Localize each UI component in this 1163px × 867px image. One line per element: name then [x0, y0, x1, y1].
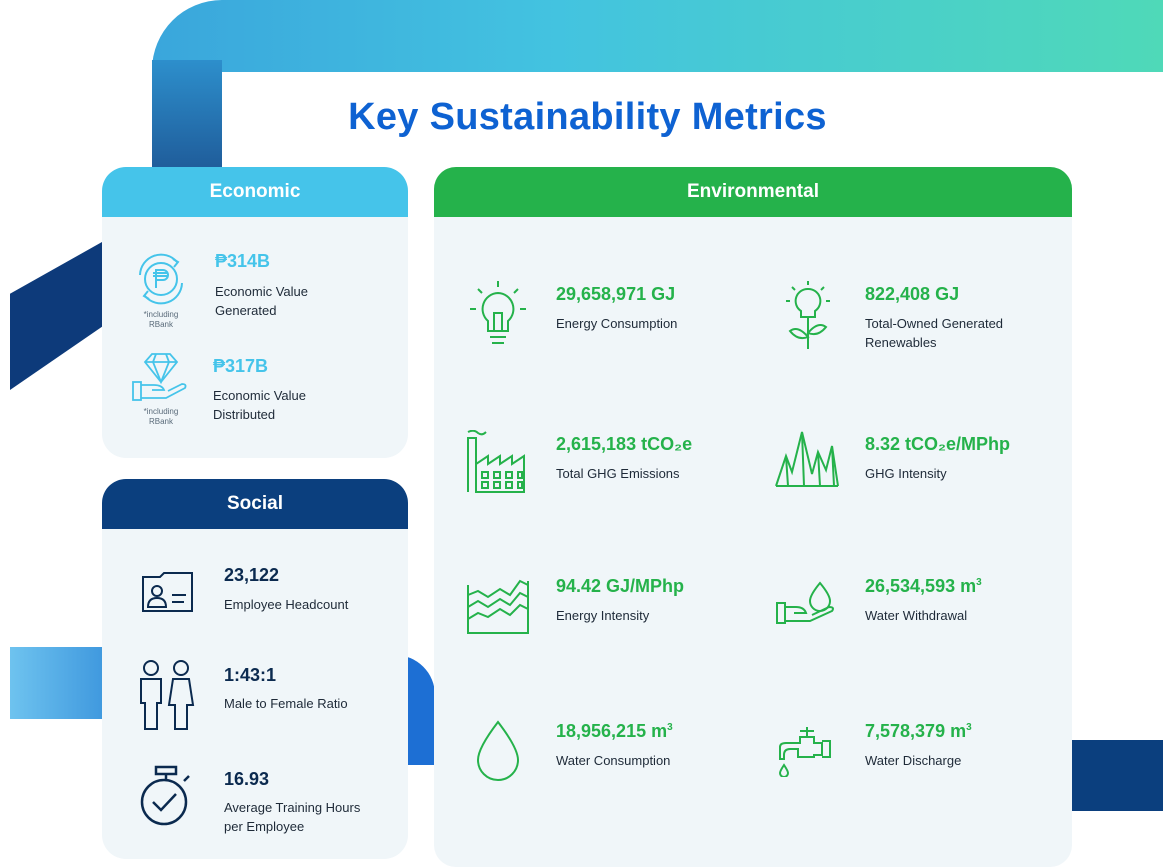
- social-label-ratio: Male to Female Ratio: [224, 696, 348, 711]
- economic-header: Economic: [102, 167, 408, 217]
- decorative-left-block: [10, 647, 105, 719]
- env-label-water-consumption: Water Consumption: [556, 753, 671, 768]
- male-female-icon: [136, 659, 196, 738]
- bulb-plant-icon: [784, 279, 832, 356]
- lightbulb-icon: [468, 279, 528, 356]
- economic-note-2: *including RBank: [143, 407, 179, 426]
- page-title: Key Sustainability Metrics: [348, 96, 827, 138]
- social-value-headcount: 23,122: [224, 565, 280, 585]
- social-card: Social 23,122 Employee Headcount 1:43:1 …: [102, 479, 408, 859]
- faucet-icon: [778, 725, 834, 782]
- economic-value-generated: ₱314B: [215, 251, 271, 271]
- peso-cycle-icon: [132, 250, 190, 313]
- environmental-card: Environmental 29,658,971 GJ Energy Consu…: [434, 167, 1072, 867]
- decorative-right-block: [1072, 740, 1163, 811]
- env-value-water-discharge: 7,578,379 m3: [865, 721, 972, 741]
- env-value-ghg-emissions: 2,615,183 tCO₂e: [556, 434, 693, 454]
- economic-value-distributed: ₱317B: [213, 356, 269, 376]
- stopwatch-check-icon: [138, 765, 194, 832]
- water-drop-icon: [474, 720, 522, 787]
- env-value-energy-intensity: 94.42 GJ/MPhp: [556, 576, 685, 596]
- social-value-ratio: 1:43:1: [224, 665, 277, 685]
- env-label-water-discharge: Water Discharge: [865, 753, 962, 768]
- economic-note-1: *including RBank: [143, 310, 179, 329]
- social-value-training: 16.93: [224, 769, 270, 789]
- diamond-hand-icon: [130, 352, 190, 409]
- env-value-ghg-intensity: 8.32 tCO₂e/MPhp: [865, 434, 1011, 454]
- env-label-energy-consumption: Energy Consumption: [556, 316, 678, 331]
- social-label-training: Average Training Hours per Employee: [224, 800, 361, 834]
- area-lines-icon: [466, 577, 530, 640]
- factory-icon: [464, 429, 530, 499]
- social-header: Social: [102, 479, 408, 529]
- env-label-water-withdrawal: Water Withdrawal: [865, 608, 968, 623]
- env-value-water-consumption: 18,956,215 m3: [556, 721, 673, 741]
- env-label-energy-intensity: Energy Intensity: [556, 608, 650, 623]
- env-value-energy-consumption: 29,658,971 GJ: [556, 284, 676, 304]
- environmental-header: Environmental: [434, 167, 1072, 217]
- env-value-water-withdrawal: 26,534,593 m3: [865, 576, 982, 596]
- env-label-ghg-intensity: GHG Intensity: [865, 466, 947, 481]
- decorative-arc-stem: [152, 60, 222, 170]
- env-label-renewables: Total-Owned Generated Renewables: [865, 316, 1004, 350]
- social-label-headcount: Employee Headcount: [224, 597, 349, 612]
- env-label-ghg-emissions: Total GHG Emissions: [556, 466, 680, 481]
- economic-card: Economic *including RBank ₱314B Economic…: [102, 167, 408, 458]
- economic-label-generated: Economic Value Generated: [215, 284, 308, 318]
- economic-label-distributed: Economic Value Distributed: [213, 388, 306, 422]
- env-value-renewables: 822,408 GJ: [865, 284, 960, 304]
- id-card-icon: [140, 571, 196, 620]
- peaks-icon: [774, 430, 840, 493]
- hand-water-drop-icon: [774, 581, 840, 636]
